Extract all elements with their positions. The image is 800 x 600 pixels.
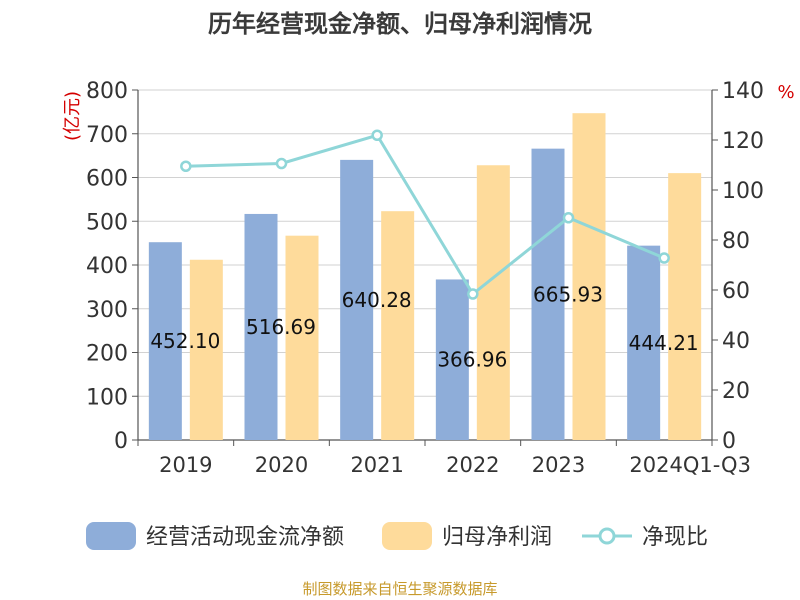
right-tick-label: 40 — [722, 329, 750, 354]
right-tick-label: 80 — [722, 229, 750, 254]
x-tick-label: 2020 — [255, 453, 308, 477]
right-axis-unit: % — [777, 82, 794, 103]
left-tick-label: 600 — [86, 167, 128, 192]
bar-cashflow — [627, 245, 661, 440]
data-label: 444.21 — [629, 331, 699, 355]
data-label: 452.10 — [150, 329, 220, 353]
bar-netprofit — [189, 259, 223, 440]
x-tick-label: 2019 — [159, 453, 212, 477]
data-label: 665.93 — [533, 282, 603, 306]
legend-swatch — [86, 522, 136, 550]
line-point — [467, 288, 479, 300]
left-tick-label: 400 — [86, 254, 128, 279]
legend-swatch — [382, 522, 432, 550]
left-tick-label: 500 — [86, 210, 128, 235]
bar-netprofit — [476, 165, 510, 440]
line-point — [371, 129, 383, 141]
left-tick-label: 200 — [86, 342, 128, 367]
data-label: 640.28 — [342, 288, 412, 312]
bar-cashflow — [340, 159, 374, 440]
bar-netprofit — [668, 173, 702, 440]
left-tick-label: 100 — [86, 385, 128, 410]
left-tick-label: 700 — [86, 123, 128, 148]
left-tick-label: 0 — [114, 429, 128, 454]
right-tick-label: 60 — [722, 279, 750, 304]
x-tick-label: 2021 — [350, 453, 403, 477]
plot-area: 0 100 200 300 400 500 600 700 800 0 20 40 60 80 100 120… — [86, 79, 764, 477]
right-tick-label: 20 — [722, 379, 750, 404]
left-tick-label: 300 — [86, 298, 128, 323]
data-label: 366.96 — [437, 348, 507, 372]
bar-cashflow — [244, 213, 278, 440]
bar-netprofit — [381, 211, 415, 440]
data-label: 516.69 — [246, 315, 316, 339]
x-tick-label: 2022 — [446, 453, 499, 477]
legend-label: 归母净利润 — [442, 525, 552, 550]
legend: 经营活动现金流净额 归母净利润 净现比 — [86, 522, 708, 550]
legend-label: 净现比 — [642, 525, 708, 550]
source-note: 制图数据来自恒生聚源数据库 — [302, 580, 497, 598]
line-ratio — [185, 133, 665, 297]
left-axis-unit: (亿元) — [62, 91, 83, 141]
chart-title: 历年经营现金净额、归母净利润情况 — [208, 10, 592, 38]
right-tick-label: 120 — [722, 129, 764, 154]
line-point — [562, 212, 575, 224]
line-point — [658, 252, 670, 264]
bar-netprofit — [285, 235, 319, 440]
x-tick-label: 2024Q1-Q3 — [629, 453, 751, 477]
right-tick-label: 0 — [722, 429, 736, 454]
bar-cashflow — [531, 148, 565, 440]
right-tick-label: 140 — [722, 79, 764, 104]
right-tick-label: 100 — [722, 179, 764, 204]
legend-label: 经营活动现金流净额 — [146, 525, 344, 550]
line-point — [275, 157, 288, 170]
x-tick-label: 2023 — [532, 453, 585, 477]
left-tick-label: 800 — [86, 79, 128, 104]
bar-cashflow — [148, 242, 182, 440]
line-point — [180, 160, 192, 172]
legend-swatch-point — [598, 527, 616, 545]
bar-netprofit — [572, 113, 606, 440]
bar-cashflow — [435, 279, 469, 440]
